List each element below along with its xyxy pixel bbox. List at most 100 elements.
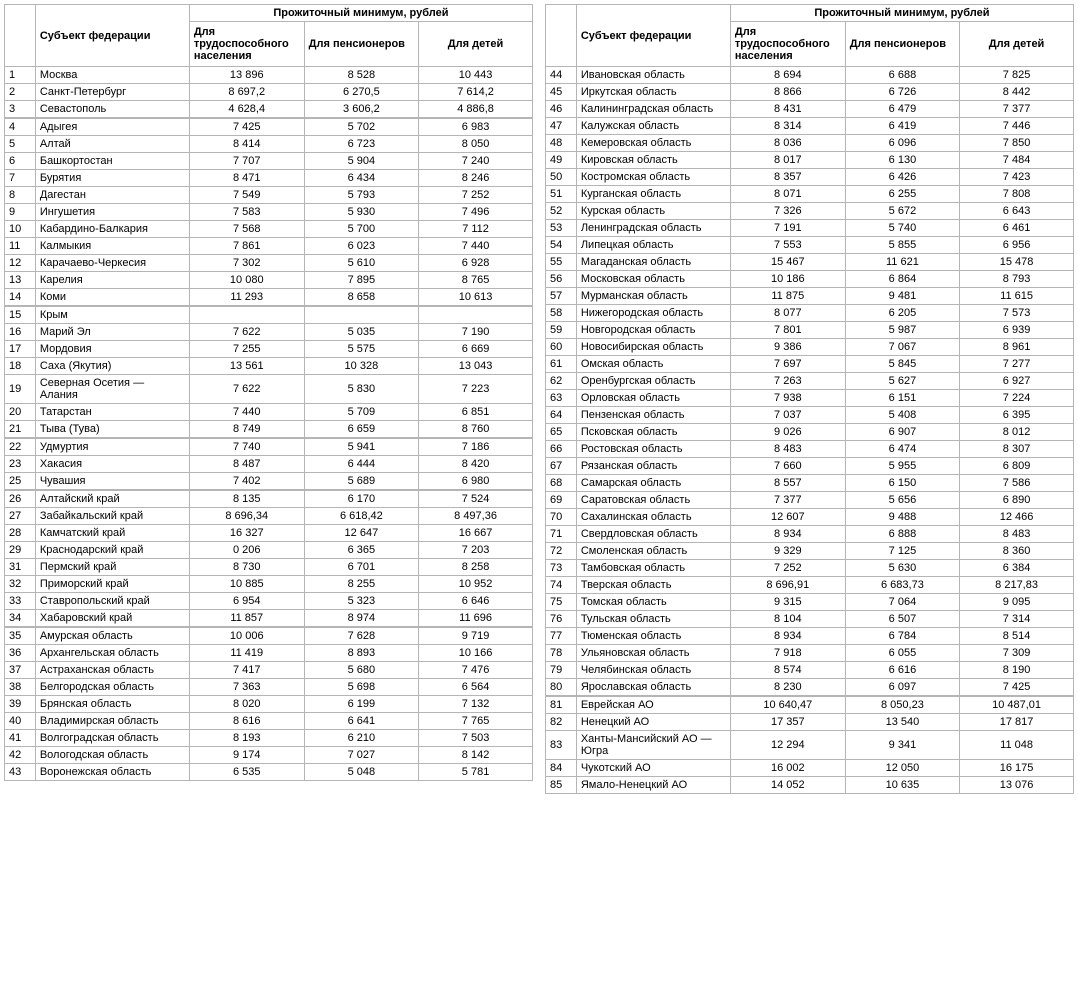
row-value: 8 246 — [419, 170, 533, 187]
table-row: 79Челябинская область8 5746 6168 190 — [546, 662, 1074, 679]
row-value: 4 886,8 — [419, 101, 533, 119]
row-name: Тверская область — [576, 577, 730, 594]
row-name: Ульяновская область — [576, 645, 730, 662]
table-row: 51Курганская область8 0716 2557 808 — [546, 186, 1074, 203]
row-value: 7 524 — [419, 490, 533, 508]
row-value: 6 907 — [845, 424, 959, 441]
table-row: 8Дагестан7 5495 7937 252 — [5, 187, 533, 204]
row-value: 10 006 — [189, 627, 304, 645]
table-row: 15Крым — [5, 306, 533, 324]
row-value: 7 190 — [419, 324, 533, 341]
row-index: 70 — [546, 509, 577, 526]
row-value: 7 861 — [189, 238, 304, 255]
row-value: 9 329 — [730, 543, 845, 560]
row-value: 6 097 — [845, 679, 959, 697]
row-name: Астраханская область — [35, 662, 189, 679]
row-value: 6 479 — [845, 101, 959, 118]
row-name: Коми — [35, 289, 189, 307]
row-name: Крым — [35, 306, 189, 324]
row-index: 80 — [546, 679, 577, 697]
row-index: 85 — [546, 777, 577, 794]
row-name: Приморский край — [35, 576, 189, 593]
table-row: 48Кемеровская область8 0366 0967 850 — [546, 135, 1074, 152]
row-value: 11 875 — [730, 288, 845, 305]
table-row: 21Тыва (Тува)8 7496 6598 760 — [5, 421, 533, 439]
row-value: 10 613 — [419, 289, 533, 307]
row-value: 8 017 — [730, 152, 845, 169]
row-index: 17 — [5, 341, 36, 358]
row-value: 6 618,42 — [304, 508, 418, 525]
table-row: 7Бурятия8 4716 4348 246 — [5, 170, 533, 187]
row-name: Калмыкия — [35, 238, 189, 255]
row-value: 6 130 — [845, 152, 959, 169]
row-value: 7 302 — [189, 255, 304, 272]
row-name: Карачаево-Черкесия — [35, 255, 189, 272]
row-index: 7 — [5, 170, 36, 187]
row-index: 67 — [546, 458, 577, 475]
table-row: 40Владимирская область8 6166 6417 765 — [5, 713, 533, 730]
row-value: 16 002 — [730, 760, 845, 777]
table-row: 72Смоленская область9 3297 1258 360 — [546, 543, 1074, 560]
row-value: 7 568 — [189, 221, 304, 238]
table-row: 44Ивановская область8 6946 6887 825 — [546, 67, 1074, 84]
row-value: 6 701 — [304, 559, 418, 576]
row-value: 5 408 — [845, 407, 959, 424]
row-value: 7 027 — [304, 747, 418, 764]
row-index: 37 — [5, 662, 36, 679]
row-index: 76 — [546, 611, 577, 628]
table-right: Субъект федерации Прожиточный минимум, р… — [545, 4, 1074, 794]
row-value: 5 035 — [304, 324, 418, 341]
row-name: Иркутская область — [576, 84, 730, 101]
row-value: 7 309 — [960, 645, 1074, 662]
row-value: 11 419 — [189, 645, 304, 662]
row-index: 72 — [546, 543, 577, 560]
row-index: 32 — [5, 576, 36, 593]
row-name: Ненецкий АО — [576, 714, 730, 731]
row-value: 7 425 — [960, 679, 1074, 697]
row-value: 11 621 — [845, 254, 959, 271]
row-index: 19 — [5, 375, 36, 404]
table-row: 22Удмуртия7 7405 9417 186 — [5, 438, 533, 456]
table-row: 46Калининградская область8 4316 4797 377 — [546, 101, 1074, 118]
row-value: 7 918 — [730, 645, 845, 662]
table-row: 84Чукотский АО16 00212 05016 175 — [546, 760, 1074, 777]
row-value: 5 904 — [304, 153, 418, 170]
row-value: 16 327 — [189, 525, 304, 542]
table-row: 78Ульяновская область7 9186 0557 309 — [546, 645, 1074, 662]
row-name: Хакасия — [35, 456, 189, 473]
row-name: Калужская область — [576, 118, 730, 135]
row-name: Самарская область — [576, 475, 730, 492]
row-name: Кемеровская область — [576, 135, 730, 152]
row-index: 44 — [546, 67, 577, 84]
row-value: 8 307 — [960, 441, 1074, 458]
row-value: 6 395 — [960, 407, 1074, 424]
row-value: 16 175 — [960, 760, 1074, 777]
row-value: 5 630 — [845, 560, 959, 577]
row-value: 7 440 — [419, 238, 533, 255]
row-name: Тульская область — [576, 611, 730, 628]
row-value: 6 474 — [845, 441, 959, 458]
row-value: 8 420 — [419, 456, 533, 473]
row-value: 7 765 — [419, 713, 533, 730]
row-value: 8 483 — [960, 526, 1074, 543]
row-name: Вологодская область — [35, 747, 189, 764]
table-row: 20Татарстан7 4405 7096 851 — [5, 404, 533, 421]
row-value: 6 023 — [304, 238, 418, 255]
table-row: 85Ямало-Ненецкий АО14 05210 63513 076 — [546, 777, 1074, 794]
row-index: 34 — [5, 610, 36, 628]
row-value: 5 702 — [304, 118, 418, 136]
row-index: 66 — [546, 441, 577, 458]
row-value: 7 801 — [730, 322, 845, 339]
th-col3: Для детей — [419, 22, 533, 67]
row-value: 6 683,73 — [845, 577, 959, 594]
row-name: Тамбовская область — [576, 560, 730, 577]
row-value: 13 896 — [189, 67, 304, 84]
row-index: 49 — [546, 152, 577, 169]
row-value: 7 125 — [845, 543, 959, 560]
row-value: 8 658 — [304, 289, 418, 307]
row-value: 7 484 — [960, 152, 1074, 169]
row-value: 7 549 — [189, 187, 304, 204]
row-value: 7 553 — [730, 237, 845, 254]
row-value: 6 434 — [304, 170, 418, 187]
row-index: 35 — [5, 627, 36, 645]
